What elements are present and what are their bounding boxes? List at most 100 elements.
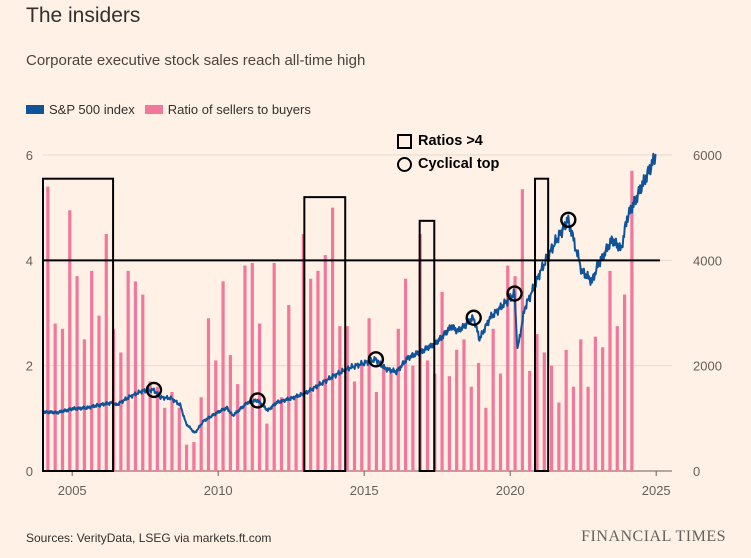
ratio-bar [126, 270, 130, 471]
y-left-tick-label: 6 [26, 148, 33, 163]
ratio-bar [163, 407, 167, 471]
ratio-bar [484, 407, 488, 471]
x-tick-label: 2015 [350, 483, 379, 498]
ratio-bar [287, 305, 291, 471]
ratio-bar [403, 278, 408, 471]
ratio-bar [557, 402, 561, 471]
ratio-bar [462, 339, 466, 471]
ratio-bar [221, 281, 225, 471]
ratio-bar [265, 423, 269, 471]
y-left-tick-label: 4 [26, 253, 33, 268]
ratio-bar [330, 207, 335, 471]
ft-logo: FINANCIAL TIMES [581, 528, 726, 545]
cyclical-top-circle [560, 211, 577, 228]
ratio-bar [243, 265, 247, 471]
ratio-bar [170, 392, 174, 471]
ratio-bar [506, 265, 510, 471]
cyclical-top-circle [506, 285, 523, 302]
legend: S&P 500 index Ratio of sellers to buyers [26, 102, 321, 117]
cyclical-top-circle [367, 351, 385, 368]
cyclical-top-circle [145, 381, 163, 399]
y-right-tick-label: 4000 [693, 253, 722, 268]
ratio-bar [440, 291, 444, 471]
ratio-box [42, 177, 115, 472]
ratio-bar [476, 363, 481, 471]
ratio-bar [447, 376, 451, 471]
ratio-bar [75, 276, 79, 471]
x-tick-label: 2025 [642, 483, 671, 498]
ratio-bar [382, 365, 386, 471]
x-tick-label: 2010 [204, 483, 233, 498]
ratio-bar [425, 360, 430, 471]
ratio-bar [192, 442, 196, 471]
square-icon [397, 133, 412, 149]
ratio-bar [549, 365, 554, 471]
ratio-bar [119, 352, 123, 471]
ratio-bar [206, 318, 211, 471]
ratio-bar [148, 381, 152, 471]
ratio-bar [272, 262, 276, 471]
annotation-cyclical: Cyclical top [397, 156, 499, 172]
chart-title: The insiders [26, 4, 141, 27]
ratio-bar [535, 334, 539, 471]
ratio-bar [133, 281, 138, 471]
legend-item-sp500: S&P 500 index [26, 102, 135, 117]
legend-swatch-sp500 [26, 105, 44, 114]
x-tick-label: 2020 [496, 483, 525, 498]
ratio-bar [257, 323, 262, 471]
ratio-bar [455, 349, 459, 471]
legend-label-sp500: S&P 500 index [49, 102, 135, 117]
ratio-bar [177, 407, 181, 471]
ratio-bar [528, 370, 532, 471]
ratio-bar [630, 170, 634, 472]
ratio-bar [294, 397, 298, 471]
ratio-bar [396, 328, 400, 471]
ratio-bar [97, 315, 101, 471]
ratio-bar [411, 365, 415, 471]
circle-icon [397, 156, 412, 172]
ratio-bar [104, 234, 108, 471]
ratio-bar [601, 347, 605, 471]
x-tick-label: 2005 [58, 483, 87, 498]
annotation-cyclical-label: Cyclical top [418, 156, 500, 172]
ratio-bar [338, 326, 342, 471]
ratio-bar [279, 397, 284, 471]
ratio-bar [250, 262, 254, 471]
ratio-bar [184, 444, 189, 471]
ratio-bar [389, 370, 393, 471]
ratio-bar [53, 323, 57, 471]
cyclical-top-circle [465, 309, 482, 326]
ratio-bar [360, 363, 364, 471]
y-right-tick-label: 2000 [693, 359, 722, 374]
ratio-bar [46, 186, 50, 471]
ratio-bar [323, 255, 327, 471]
ratio-bar [622, 294, 627, 471]
ratio-bar [374, 392, 378, 471]
y-left-tick-label: 2 [26, 359, 33, 374]
ratio-bar [367, 318, 371, 471]
ratio-box [418, 219, 436, 472]
ratio-bar [498, 373, 503, 471]
ratio-bar [579, 339, 583, 471]
ratio-bar [564, 349, 568, 471]
ratio-bar [345, 326, 349, 471]
y-right-tick-label: 6000 [693, 148, 722, 163]
ratio-bar [155, 386, 159, 471]
cyclical-top-circle [249, 392, 266, 409]
chart-subtitle: Corporate executive stock sales reach al… [26, 52, 366, 69]
legend-swatch-ratio [144, 105, 163, 114]
sp500-line [42, 152, 657, 434]
ratio-bar [68, 210, 72, 472]
ratio-box [303, 196, 347, 472]
ratio-bar [316, 270, 320, 471]
ratio-box [534, 177, 550, 472]
ratio-bar [593, 336, 597, 471]
ratio-bar [469, 386, 473, 471]
legend-label-ratio: Ratio of sellers to buyers [167, 102, 311, 117]
legend-item-ratio: Ratio of sellers to buyers [144, 102, 311, 117]
ratio-bar [513, 276, 517, 471]
y-left-tick-label: 0 [26, 464, 33, 479]
ratio-bar [571, 386, 576, 471]
annotation-ratios: Ratios >4 [397, 133, 483, 149]
